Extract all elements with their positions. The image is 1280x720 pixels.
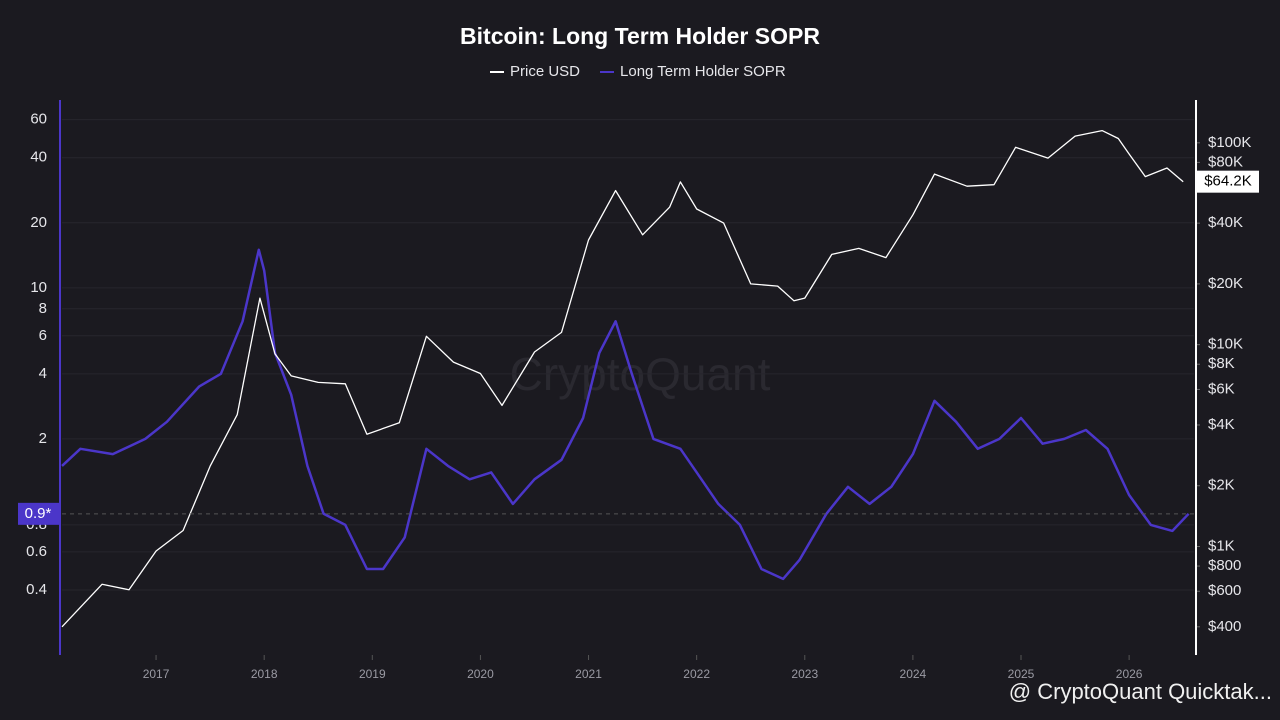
- legend-label: Long Term Holder SOPR: [620, 63, 786, 80]
- y-tick-label: 20: [30, 214, 47, 231]
- footer: @ CryptoQuant Quicktak...: [1009, 679, 1272, 704]
- y2-tick-label: $2K: [1208, 477, 1235, 494]
- y2-tick-label: $600: [1208, 582, 1241, 599]
- x-tick-label: 2017: [143, 667, 170, 681]
- y-tick-label: 40: [30, 149, 47, 166]
- x-tick-label: 2022: [683, 667, 710, 681]
- y2-tick-label: $400: [1208, 618, 1241, 635]
- y2-tick-label: $40K: [1208, 214, 1243, 231]
- x-tick-label: 2024: [900, 667, 927, 681]
- x-tick-label: 2025: [1008, 667, 1035, 681]
- y-tick-label: 0.4: [26, 581, 47, 598]
- y-tick-label: 4: [39, 365, 47, 382]
- y2-tick-label: $100K: [1208, 134, 1251, 151]
- x-tick-label: 2019: [359, 667, 386, 681]
- current-marker: [1197, 170, 1259, 193]
- series-line: [61, 248, 1190, 581]
- x-tick-label: 2023: [791, 667, 818, 681]
- current-label: $64.2K: [1204, 173, 1252, 190]
- x-tick-label: 2018: [251, 667, 278, 681]
- y2-tick-label: $10K: [1208, 336, 1243, 353]
- y2-tick-label: $6K: [1208, 380, 1235, 397]
- y2-tick-label: $800: [1208, 557, 1241, 574]
- y2-tick-label: $20K: [1208, 275, 1243, 292]
- y-tick-label: 8: [39, 300, 47, 317]
- y-tick-label: 60: [30, 111, 47, 128]
- current-label: 0.9*: [25, 505, 52, 522]
- y2-tick-label: $8K: [1208, 355, 1235, 372]
- current-marker: [18, 502, 60, 525]
- y2-tick-label: $4K: [1208, 416, 1235, 433]
- y-tick-label: 2: [39, 430, 47, 447]
- legend-label: Price USD: [510, 63, 580, 80]
- x-tick-label: 2020: [467, 667, 494, 681]
- chart-title: Bitcoin: Long Term Holder SOPR: [460, 23, 820, 49]
- series-line: [61, 129, 1184, 628]
- y2-tick-label: $80K: [1208, 153, 1243, 170]
- y-tick-label: 6: [39, 327, 47, 344]
- x-tick-label: 2026: [1116, 667, 1143, 681]
- x-tick-label: 2021: [575, 667, 602, 681]
- y-tick-label: 0.6: [26, 543, 47, 560]
- y2-tick-label: $1K: [1208, 537, 1235, 554]
- y-tick-label: 10: [30, 279, 47, 296]
